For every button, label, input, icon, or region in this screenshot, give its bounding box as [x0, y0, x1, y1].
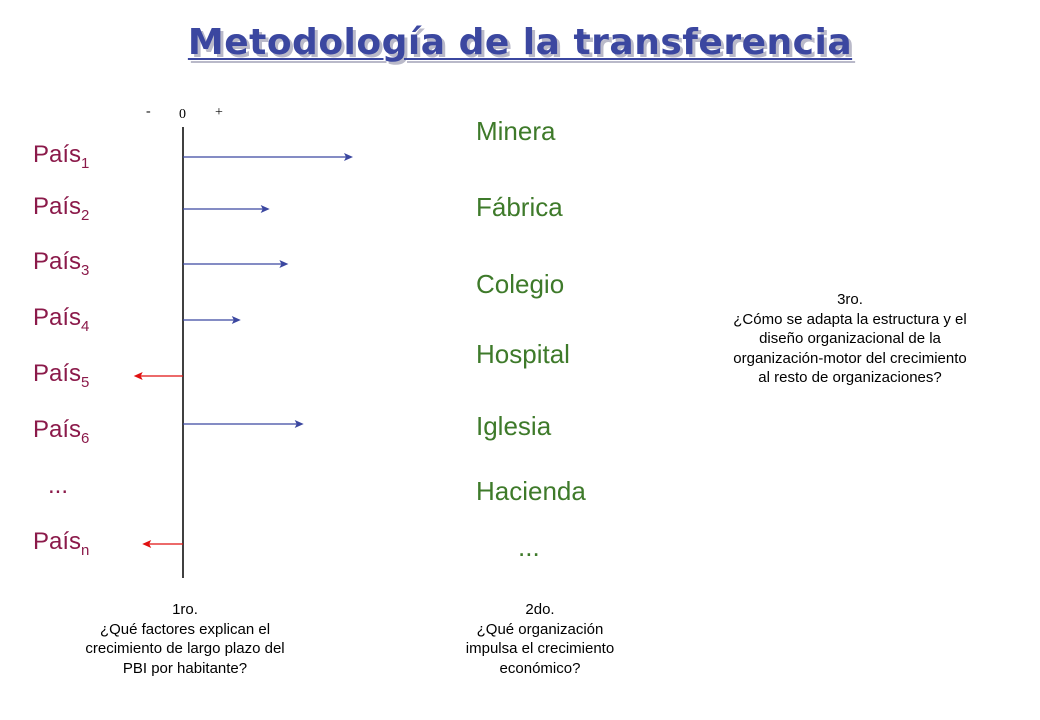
countries-ellipsis: ... [48, 472, 69, 499]
question-2-number: 2do. [525, 601, 555, 618]
country-label-4: País4 [33, 304, 90, 335]
country-arrow-n [142, 540, 183, 548]
axis-zero-label: 0 [179, 107, 186, 122]
country-label-5: País5 [33, 360, 90, 391]
country-arrow-4 [183, 316, 241, 324]
country-arrow-5 [133, 372, 183, 380]
country-label-1: País1 [33, 141, 90, 172]
org-minera: Minera [476, 116, 556, 146]
country-label-6: País6 [33, 416, 90, 447]
question-1-line: ¿Qué factores explican el [99, 620, 271, 638]
country-label-n: Paísn [33, 528, 90, 559]
slide-title: Metodología de la transferencia [187, 22, 853, 63]
country-label-2: País2 [33, 193, 90, 224]
question-1-number: 1ro. [172, 601, 198, 618]
question-2-line: económico? [499, 659, 581, 677]
question-1-line: crecimiento de largo plazo del [85, 640, 285, 657]
question-3-number: 3ro. [837, 291, 863, 308]
question-2: 2do. ¿Qué organización impulsa el crecim… [420, 600, 660, 678]
question-3-line: al resto de organizaciones? [758, 369, 942, 386]
question-3-line: organización-motor del crecimiento [733, 349, 967, 367]
organizations-ellipsis: ... [518, 532, 540, 562]
question-3-line: ¿Cómo se adapta la estructura y el [733, 310, 967, 328]
axis-minus-label: - [146, 104, 151, 119]
org-fabrica: Fábrica [476, 192, 563, 222]
org-hospital: Hospital [476, 339, 570, 369]
question-2-line: impulsa el crecimiento [465, 640, 615, 657]
country-arrow-2 [183, 205, 270, 213]
country-label-3: País3 [33, 248, 90, 279]
org-iglesia: Iglesia [476, 411, 552, 441]
question-2-line: ¿Qué organización [476, 620, 604, 638]
country-arrow-6 [183, 420, 304, 428]
country-arrow-1 [183, 153, 353, 161]
question-1-line: PBI por habitante? [122, 659, 248, 677]
axis-plus-label: + [215, 105, 223, 120]
org-colegio: Colegio [476, 269, 565, 299]
question-3-line: diseño organizacional de la [759, 330, 941, 347]
country-arrow-3 [183, 260, 289, 268]
question-3: 3ro. ¿Cómo se adapta la estructura y el … [695, 290, 1005, 388]
org-hacienda: Hacienda [476, 476, 586, 506]
question-1: 1ro. ¿Qué factores explican el crecimien… [40, 600, 330, 678]
